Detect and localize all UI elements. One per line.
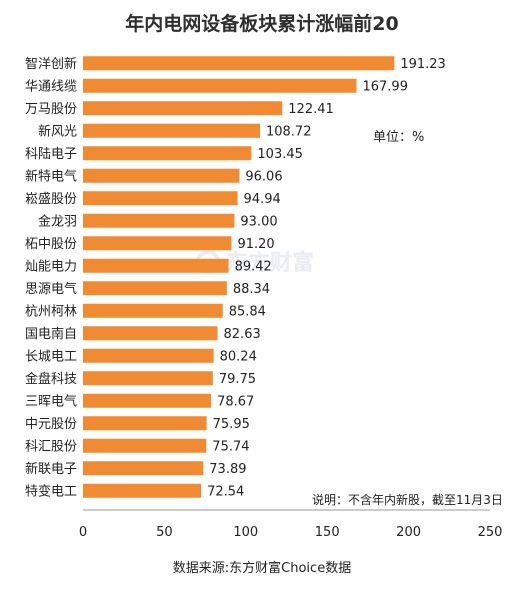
bar: [83, 78, 357, 93]
category-label: 万马股份: [25, 102, 77, 117]
category-label: 中元股份: [25, 417, 77, 432]
bar: [83, 258, 229, 273]
bar: [83, 191, 238, 206]
category-label: 三晖电气: [25, 393, 77, 409]
bar: [83, 236, 232, 251]
watermark-text: 东方财富: [226, 250, 314, 276]
bar: [83, 371, 213, 386]
bar: [83, 146, 252, 161]
category-label: 崧盛股份: [25, 192, 77, 207]
chart-title: 年内电网设备板块累计涨幅前20: [125, 12, 398, 35]
data-label: 96.06: [245, 169, 282, 184]
x-tick-label: 150: [315, 525, 340, 540]
category-label: 金龙羽: [38, 213, 77, 229]
x-tick-label: 200: [396, 525, 421, 540]
x-tick-label: 100: [233, 525, 258, 540]
category-label: 华通线缆: [25, 78, 77, 94]
bar: [83, 56, 395, 71]
bar: [83, 326, 218, 341]
data-label: 78.67: [217, 394, 254, 409]
data-label: 82.63: [224, 327, 261, 342]
category-label: 国电南自: [25, 326, 77, 342]
bar: [83, 438, 207, 453]
data-label: 93.00: [240, 214, 277, 229]
bar: [83, 168, 240, 183]
data-label: 167.99: [362, 79, 408, 94]
data-label: 75.74: [212, 439, 249, 454]
data-source: 数据来源:东方财富Choice数据: [173, 560, 351, 576]
category-label: 新特电气: [25, 168, 77, 184]
bars-layer: [83, 56, 395, 498]
bar: [83, 123, 260, 138]
category-label: 思源电气: [25, 281, 77, 297]
category-label: 科陆电子: [25, 146, 77, 162]
bar: [83, 483, 202, 498]
category-label: 特变电工: [25, 483, 77, 499]
bar: [83, 213, 235, 228]
category-label: 新联电子: [25, 461, 77, 477]
data-label: 191.23: [400, 57, 446, 72]
bar: [83, 101, 283, 116]
bar: [83, 281, 227, 296]
data-label: 122.41: [288, 102, 334, 117]
category-label: 新风光: [38, 123, 77, 139]
data-label: 79.75: [219, 372, 256, 387]
category-label: 长城电工: [25, 349, 77, 364]
data-label: 75.95: [213, 417, 250, 432]
category-labels: 智洋创新华通线缆万马股份新风光科陆电子新特电气崧盛股份金龙羽柘中股份灿能电力思源…: [25, 56, 77, 500]
value-labels: 191.23 167.99 122.41 108.72 103.45 96.06 94.94…: [207, 57, 446, 500]
x-tick-label: 50: [156, 525, 173, 540]
data-label: 103.45: [257, 147, 303, 162]
data-label: 88.34: [233, 282, 270, 297]
data-label: 89.42: [235, 259, 272, 274]
category-label: 灿能电力: [25, 259, 77, 274]
category-label: 柘中股份: [25, 237, 77, 252]
category-label: 杭州柯林: [25, 304, 77, 319]
bar: [83, 416, 207, 431]
unit-label: 单位：%: [373, 130, 424, 145]
category-label: 智洋创新: [25, 56, 77, 72]
chart-note: 说明：不含年内新股，截至11月3日: [312, 492, 503, 507]
data-label: 108.72: [266, 124, 312, 139]
x-axis-ticks: 0 50 100 150 200 250: [79, 525, 503, 540]
data-label: 91.20: [237, 237, 274, 252]
x-tick-label: 0: [79, 525, 87, 540]
bar: [83, 303, 223, 318]
data-label: 85.84: [229, 304, 266, 319]
category-label: 科汇股份: [25, 439, 77, 454]
data-label: 72.54: [207, 484, 244, 499]
data-label: 80.24: [220, 349, 257, 364]
data-label: 73.89: [209, 462, 246, 477]
data-label: 94.94: [244, 192, 281, 207]
x-tick-label: 250: [478, 525, 503, 540]
bar: [83, 461, 204, 476]
bar: [83, 393, 212, 408]
bar: [83, 348, 214, 363]
category-label: 金盘科技: [25, 371, 77, 387]
